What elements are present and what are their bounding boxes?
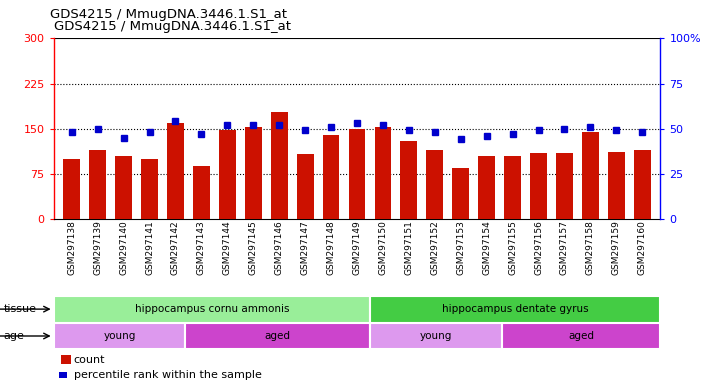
Bar (556, 153, 573, 219)
Bar (370, 323, 502, 349)
Bar (54, 323, 186, 349)
Bar (582, 132, 599, 219)
Bar (167, 122, 184, 219)
Text: hippocampus cornu ammonis: hippocampus cornu ammonis (135, 304, 289, 314)
Bar (54, 296, 370, 323)
Bar (89, 150, 106, 219)
Bar (608, 152, 625, 219)
Bar (452, 168, 469, 219)
Bar (478, 156, 495, 219)
Text: age: age (4, 331, 24, 341)
Text: hippocampus dentate gyrus: hippocampus dentate gyrus (442, 304, 588, 314)
Text: percentile rank within the sample: percentile rank within the sample (74, 370, 261, 381)
Bar (375, 127, 391, 219)
Bar (370, 296, 660, 323)
Bar (271, 112, 288, 219)
Text: aged: aged (568, 331, 594, 341)
Text: young: young (420, 331, 453, 341)
Text: count: count (74, 355, 105, 365)
Text: GDS4215 / MmugDNA.3446.1.S1_at: GDS4215 / MmugDNA.3446.1.S1_at (54, 20, 291, 33)
Bar (64, 159, 80, 219)
Bar (634, 150, 650, 219)
Text: aged: aged (265, 331, 291, 341)
Bar (530, 153, 547, 219)
Bar (348, 129, 366, 219)
Bar (115, 156, 132, 219)
Text: GDS4215 / MmugDNA.3446.1.S1_at: GDS4215 / MmugDNA.3446.1.S1_at (50, 8, 287, 21)
Bar (245, 127, 262, 219)
Bar (141, 159, 158, 219)
Bar (193, 166, 210, 219)
Text: tissue: tissue (4, 304, 36, 314)
Bar (297, 154, 313, 219)
Bar (186, 323, 370, 349)
Text: young: young (104, 331, 136, 341)
Bar (219, 130, 236, 219)
Bar (504, 156, 521, 219)
Bar (323, 135, 339, 219)
Bar (502, 323, 660, 349)
Bar (426, 150, 443, 219)
Bar (401, 141, 417, 219)
